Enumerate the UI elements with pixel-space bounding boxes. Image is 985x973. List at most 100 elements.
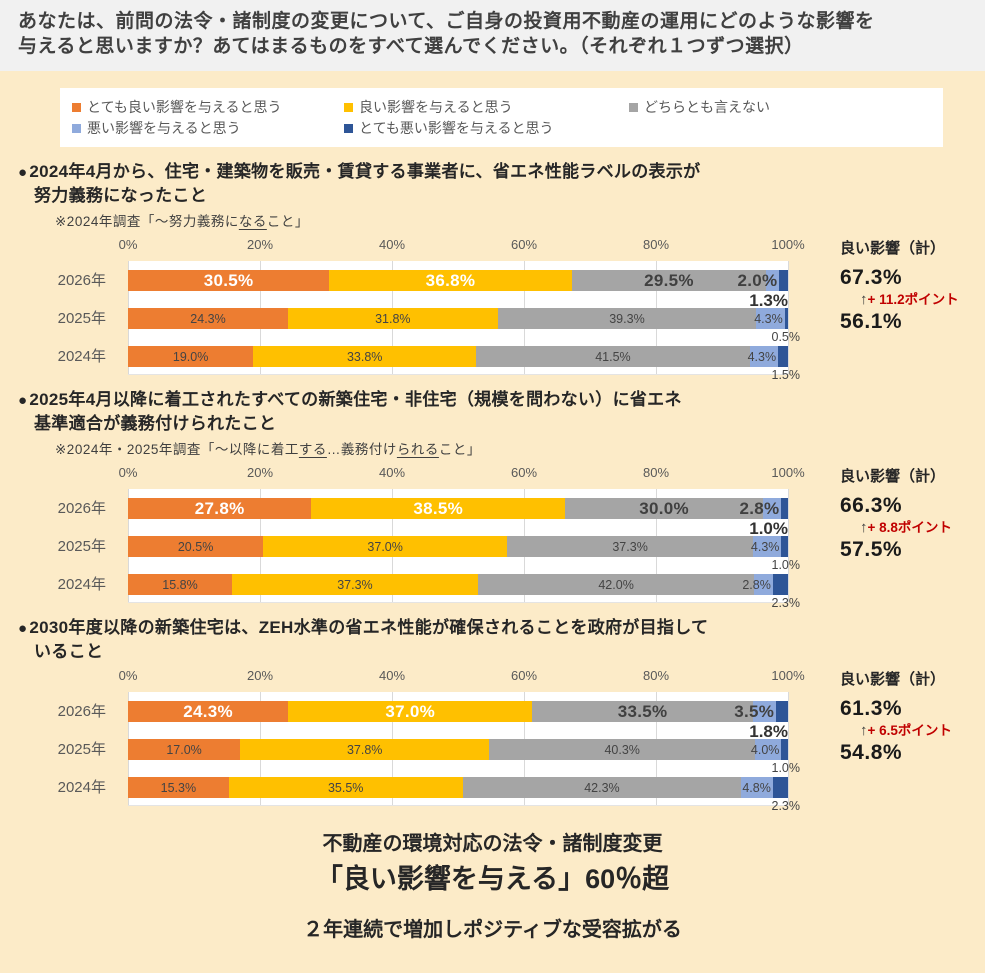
bar-value-label: 37.3% [612,539,648,554]
bar-value-label: 4.3% [754,311,783,326]
bar-value-label: 31.8% [375,311,411,326]
axis-tick: 60% [510,465,538,480]
axis-tick: 60% [510,668,538,683]
bar-segment [781,498,789,519]
note-text: …義務付け [326,442,397,457]
bar-value-label: 3.5% [734,701,775,721]
summary-previous-total: 54.8% [840,741,903,764]
bar-value-label: 2.8% [739,498,780,518]
year-label: 2025年 [57,741,106,758]
axis-row: 0% 20% 40% 60% 80% 100% 良い影響（計） [119,663,945,692]
plot-area: 2026年 1.3% 30.5% 36.8% 29.5% 2.0% 2025年 0.5% 24.… [58,261,800,382]
bar-value-label: 37.8% [346,742,383,757]
bar-segment: 20.5% [128,536,264,557]
summary-previous-total: 57.5% [840,538,903,561]
bar-value-label-below: 2.3% [771,799,801,813]
bar-value-label: 4.0% [750,742,780,757]
axis-tick: 0% [118,465,138,480]
bar-value-label: 24.3% [190,311,226,326]
year-label: 2026年 [57,703,106,720]
summary-header: 良い影響（計） [840,671,946,688]
bar-segment: 37.0% [263,536,508,557]
year-label: 2024年 [57,348,106,365]
bar-segment [778,346,788,367]
legend-swatch-icon [72,103,81,112]
stacked-bar: 20.5% 37.0% 37.3% 4.3% [128,536,788,557]
axis-tick: 0% [118,668,138,683]
bar-segment: 4.0% [751,739,782,760]
footer-line2: 「良い影響を与える」60％超 [315,864,670,894]
bar-value-label: 15.8% [162,577,198,592]
bar-segment: 17.0% [128,739,241,760]
bar-segment: 29.5% [571,270,767,291]
bar-segment: 33.8% [253,346,477,367]
bar-value-label: 24.3% [183,701,233,721]
axis-tick: 80% [642,237,670,252]
year-label: 2026年 [57,272,106,289]
bar-value-label: 30.5% [203,270,254,290]
plot-area: 2026年 1.0% 27.8% 38.5% 30.0% 2.8% 2025年 1.0% 20.… [58,489,800,610]
legend: とても良い影響を与えると思う 良い影響を与えると思う どちらとも言えない悪い影響を与… [60,88,943,147]
legend-label: とても良い影響を与えると思う [87,99,282,115]
axis-tick: 40% [378,668,406,683]
bar-segment: 37.3% [232,574,478,595]
bar-value-label: 27.8% [194,498,245,518]
bar-value-label: 41.5% [595,349,631,364]
axis-tick: 100% [771,668,805,683]
gridline [788,261,789,374]
year-label: 2026年 [57,500,106,517]
chart-block: 0% 20% 40% 60% 80% 100% 良い影響（計） 2026年 1.0% 27.8% 3… [58,460,952,610]
axis-tick: 100% [771,237,805,252]
legend-item: 良い影響を与えると思う [344,97,629,118]
summary-previous-total: 56.1% [840,310,903,333]
stacked-bar: 24.3% 37.0% 33.5% 3.5% [128,701,788,722]
bar-value-label-below: 0.5% [771,330,801,344]
stacked-bar: 24.3% 31.8% 39.3% 4.3% [128,308,788,329]
question-title-line2: 与えると思いますか？あてはまるものをすべて選んでください。（それぞれ１つずつ選択… [18,36,804,57]
section-heading: ● 2025年4月以降に着工されたすべての新築住宅・非住宅（規模を問わない）に省エ… [0,388,985,412]
bullet-icon: ● [18,620,28,637]
bar-segment: 4.3% [751,536,782,557]
bar-segment: 35.5% [228,777,463,798]
bar-segment: 4.8% [741,777,773,798]
bar-value-label-below: 1.5% [771,368,801,382]
bar-value-label: 17.0% [166,742,202,757]
bar-value-label: 42.0% [598,577,634,592]
bar-segment [772,574,788,595]
bar-segment [776,701,788,722]
year-label: 2025年 [57,310,106,327]
bar-value-label: 33.8% [346,349,383,364]
summary-header: 良い影響（計） [840,240,946,257]
bar-segment [772,777,788,798]
bar-segment: 15.8% [128,574,233,595]
summary-totals: 67.3% ↑+ 11.2ポイント 56.1% [840,265,959,334]
bullet-icon: ● [18,392,28,409]
bar-value-label: 37.0% [367,539,403,554]
axis-tick: 100% [771,465,805,480]
stacked-bar: 15.3% 35.5% 42.3% 4.8% [128,777,788,798]
year-label: 2024年 [57,779,106,796]
stacked-bar: 15.8% 37.3% 42.0% 2.8% [128,574,788,595]
footer-line3: ２年連続で増加しポジティブな受容拡がる [303,919,682,941]
legend-item: どちらとも言えない [629,97,770,118]
bar-value-label-below: 1.8% [749,722,788,741]
summary-delta: ↑+ 11.2ポイント [840,290,959,309]
bar-segment: 4.3% [747,346,779,367]
summary-current-total: 61.3% [840,697,903,720]
bar-segment: 15.3% [128,777,229,798]
bar-value-label: 4.3% [747,349,777,364]
note-text: する [298,442,327,457]
bar-segment: 41.5% [476,346,750,367]
axis-row: 0% 20% 40% 60% 80% 100% 良い影響（計） [119,460,945,489]
charts-container: ● 2024年4月から、住宅・建築物を販売・賃貸する事業者に、省エネ性能ラベルの表… [0,160,985,813]
note-text: ※2024年調査「〜努力義務に [55,214,239,229]
note-text: られる [396,442,439,457]
bar-value-label: 39.3% [609,311,645,326]
bar-value-label: 2.0% [737,270,778,290]
legend-item: 悪い影響を与えると思う [72,118,344,139]
bar-value-label: 33.5% [617,701,668,721]
bar-value-label: 15.3% [160,780,197,795]
section-heading: ● 2024年4月から、住宅・建築物を販売・賃貸する事業者に、省エネ性能ラベルの表… [0,160,985,184]
bar-segment: 4.3% [754,308,785,329]
bar-segment: 3.5% [734,701,777,722]
